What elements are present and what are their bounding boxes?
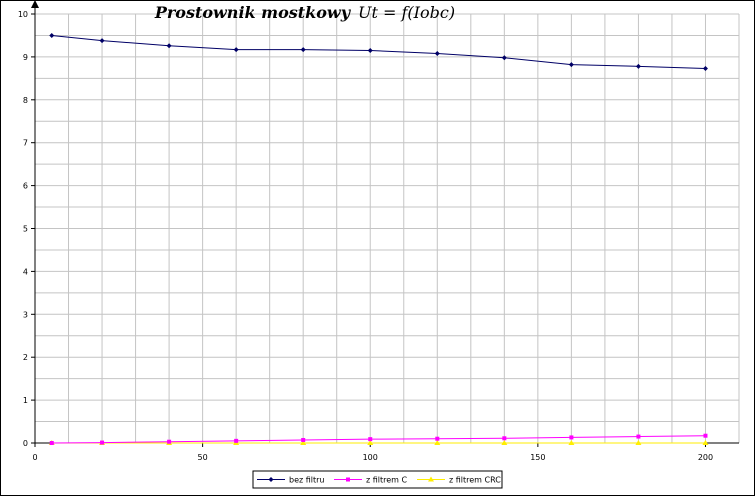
data-point (702, 65, 708, 71)
data-point (434, 50, 440, 56)
y-tick-label: 7 (23, 139, 28, 148)
y-tick-label: 0 (23, 439, 28, 448)
legend-box (252, 470, 503, 489)
legend-label: z filtrem C (366, 476, 408, 485)
legend-entry: z filtrem C (334, 476, 408, 485)
data-point (635, 440, 642, 445)
legend-marker (346, 477, 350, 482)
data-point (703, 433, 708, 438)
data-point (635, 63, 641, 69)
x-tick-label: 150 (530, 453, 545, 462)
y-tick-label: 8 (23, 96, 28, 105)
data-point (100, 440, 105, 445)
chart-title: Prostownik mostkowy (154, 3, 352, 22)
y-axis-arrow (31, 0, 39, 8)
legend-entry: bez filtru (257, 476, 325, 485)
y-tick-label: 2 (23, 353, 28, 362)
data-point (502, 436, 507, 441)
series-1 (49, 433, 708, 445)
data-point (233, 47, 239, 53)
data-point (49, 441, 54, 445)
legend: bez filtru z filtrem C z filtrem CRC (252, 470, 503, 489)
legend-label: z filtrem CRC (449, 476, 501, 485)
legend-marker (428, 476, 434, 482)
data-point (368, 437, 373, 442)
series-0 (49, 32, 708, 71)
legend-label: bez filtru (289, 476, 325, 485)
data-point (435, 436, 440, 441)
series-group (48, 32, 709, 445)
x-tick-label: 100 (363, 453, 378, 462)
x-tick-label: 0 (32, 453, 37, 462)
grid (35, 13, 740, 443)
data-point (636, 434, 641, 439)
y-tick-label: 10 (18, 10, 28, 19)
data-point (501, 440, 508, 445)
y-tick-label: 3 (23, 310, 28, 319)
legend-marker (268, 477, 274, 482)
data-point (702, 440, 709, 445)
data-point (367, 440, 374, 445)
y-tick-label: 5 (23, 225, 28, 234)
data-point (166, 43, 172, 49)
data-point (434, 440, 441, 445)
chart-subtitle: Ut = f(Iobc) (358, 3, 455, 22)
x-tick-label: 50 (198, 453, 208, 462)
data-point (501, 55, 507, 61)
y-tick-label: 9 (23, 53, 28, 62)
data-point (568, 62, 574, 68)
legend-entry: z filtrem CRC (417, 476, 501, 485)
data-point (49, 32, 55, 38)
data-point (167, 439, 172, 444)
y-tick-label: 4 (23, 267, 28, 276)
data-point (301, 437, 306, 442)
data-point (569, 435, 574, 440)
y-tick-label: 6 (23, 182, 28, 191)
data-point (99, 38, 105, 44)
data-point (300, 440, 307, 445)
data-point (568, 440, 575, 445)
y-tick-label: 1 (23, 396, 28, 405)
data-point (300, 47, 306, 53)
data-point (367, 47, 373, 53)
data-point (234, 438, 239, 443)
x-tick-label: 200 (698, 453, 713, 462)
